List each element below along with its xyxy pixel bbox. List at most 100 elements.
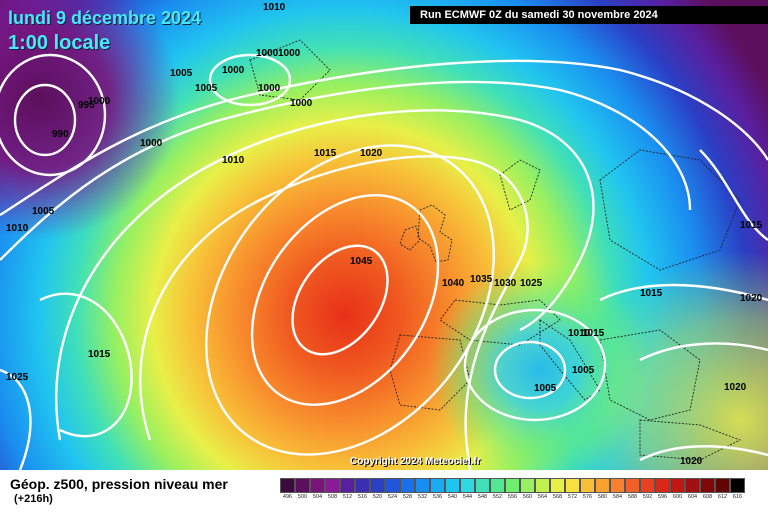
scale-swatch: 556	[505, 478, 520, 506]
scale-color-box	[325, 478, 340, 493]
scale-swatch: 568	[550, 478, 565, 506]
copyright-text: Copyright 2024 Meteociel.fr	[350, 456, 481, 467]
isobar-label: 1000	[258, 83, 281, 94]
scale-swatch: 516	[355, 478, 370, 506]
scale-value-label: 528	[402, 494, 413, 500]
scale-value-label: 548	[477, 494, 488, 500]
isobar-label: 1000	[256, 48, 279, 59]
isobar-label: 1010	[263, 2, 286, 13]
isobar-label: 1000	[278, 48, 301, 59]
scale-value-label: 604	[687, 494, 698, 500]
scale-value-label: 544	[462, 494, 473, 500]
scale-color-box	[520, 478, 535, 493]
forecast-date: lundi 9 décembre 2024	[8, 8, 202, 28]
isobar-label: 1015	[314, 148, 337, 159]
scale-color-box	[685, 478, 700, 493]
isobar-label: 1010	[6, 223, 29, 234]
coastlines	[249, 39, 742, 461]
scale-swatch: 540	[445, 478, 460, 506]
scale-value-label: 520	[372, 494, 383, 500]
scale-color-box	[730, 478, 745, 493]
isobar-label: 1000	[140, 138, 163, 149]
scale-color-box	[445, 478, 460, 493]
scale-swatch: 608	[700, 478, 715, 506]
scale-value-label: 596	[657, 494, 668, 500]
scale-value-label: 572	[567, 494, 578, 500]
isobar-label: 1015	[640, 288, 663, 299]
scale-swatch: 544	[460, 478, 475, 506]
scale-value-label: 512	[342, 494, 353, 500]
scale-color-box	[610, 478, 625, 493]
scale-value-label: 496	[282, 494, 293, 500]
isobar-label: 1015	[582, 328, 605, 339]
scale-color-box	[310, 478, 325, 493]
scale-color-box	[370, 478, 385, 493]
isobar-label: 1020	[740, 293, 763, 304]
scale-swatch: 496	[280, 478, 295, 506]
scale-color-box	[415, 478, 430, 493]
scale-value-label: 536	[432, 494, 443, 500]
isobar-label: 1020	[680, 456, 703, 467]
scale-swatch: 500	[295, 478, 310, 506]
isobar-label: 1005	[534, 383, 557, 394]
isobar-label: 1010	[222, 155, 245, 166]
scale-value-label: 564	[537, 494, 548, 500]
scale-color-box	[355, 478, 370, 493]
scale-value-label: 540	[447, 494, 458, 500]
scale-swatch: 564	[535, 478, 550, 506]
isobar-label: 1005	[32, 206, 55, 217]
scale-swatch: 528	[400, 478, 415, 506]
scale-value-label: 556	[507, 494, 518, 500]
scale-swatch: 532	[415, 478, 430, 506]
legend-footer: Géop. z500, pression niveau mer (+216h) …	[0, 470, 768, 512]
scale-color-box	[700, 478, 715, 493]
isobar-label: 1010	[568, 328, 591, 339]
scale-color-box	[430, 478, 445, 493]
scale-color-box	[505, 478, 520, 493]
legend-title: Géop. z500, pression niveau mer	[10, 476, 228, 492]
scale-color-box	[340, 478, 355, 493]
scale-swatch: 572	[565, 478, 580, 506]
isobar-label: 995	[78, 100, 95, 111]
scale-color-box	[640, 478, 655, 493]
scale-value-label: 532	[417, 494, 428, 500]
scale-color-box	[280, 478, 295, 493]
scale-value-label: 592	[642, 494, 653, 500]
scale-color-box	[670, 478, 685, 493]
scale-swatch: 600	[670, 478, 685, 506]
scale-swatch: 548	[475, 478, 490, 506]
scale-swatch: 612	[715, 478, 730, 506]
isobar-label: 1015	[88, 349, 111, 360]
isobar-label: 1005	[195, 83, 218, 94]
isobar-label: 1000	[290, 98, 313, 109]
scale-value-label: 584	[612, 494, 623, 500]
isobars	[0, 53, 768, 470]
scale-value-label: 568	[552, 494, 563, 500]
scale-value-label: 600	[672, 494, 683, 500]
scale-color-box	[655, 478, 670, 493]
warm-southeast-field	[0, 0, 768, 470]
isobar-label: 1020	[360, 148, 383, 159]
scale-color-box	[595, 478, 610, 493]
isobar-label: 1025	[520, 278, 543, 289]
scale-swatch: 524	[385, 478, 400, 506]
scale-value-label: 616	[732, 494, 743, 500]
scale-color-box	[400, 478, 415, 493]
scale-swatch: 508	[325, 478, 340, 506]
scale-value-label: 552	[492, 494, 503, 500]
color-scale: 496 500 504 508 512 516 520 524 528 532 536 540 544 5…	[280, 478, 745, 506]
model-run-label: Run ECMWF 0Z du samedi 30 novembre 2024	[410, 6, 768, 24]
scale-color-box	[535, 478, 550, 493]
isobar-label: 1040	[442, 278, 465, 289]
scale-value-label: 504	[312, 494, 323, 500]
scale-color-box	[580, 478, 595, 493]
scale-value-label: 560	[522, 494, 533, 500]
scale-swatch: 588	[625, 478, 640, 506]
scale-swatch: 592	[640, 478, 655, 506]
scale-value-label: 580	[597, 494, 608, 500]
scale-value-label: 516	[357, 494, 368, 500]
scale-color-box	[295, 478, 310, 493]
scale-swatch: 520	[370, 478, 385, 506]
scale-color-box	[385, 478, 400, 493]
